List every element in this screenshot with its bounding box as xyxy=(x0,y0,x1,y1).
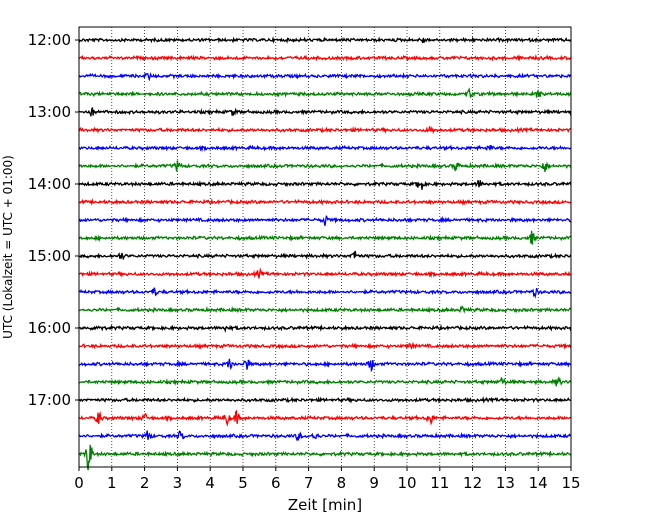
trace-1630 xyxy=(78,358,572,373)
trace-1715 xyxy=(78,409,571,427)
x-axis-ticks: 0 1 2 3 4 5 6 7 8 9 10 11 12 13 14 15 xyxy=(74,467,581,492)
x-tick-label: 1 xyxy=(107,474,117,492)
trace-1615 xyxy=(78,341,572,351)
trace-1245 xyxy=(78,87,572,98)
x-tick-label: 6 xyxy=(271,474,281,492)
y-tick-label: 15:00 xyxy=(28,247,71,265)
trace-1230 xyxy=(78,71,572,82)
x-tick-label: 5 xyxy=(238,474,248,492)
trace-1330 xyxy=(78,144,572,153)
y-axis-ticks: 12:00 13:00 14:00 15:00 16:00 17:00 xyxy=(28,31,79,409)
trace-1400 xyxy=(78,180,572,190)
vertical-grid xyxy=(111,27,539,467)
trace-1545 xyxy=(78,305,572,314)
plot-frame xyxy=(78,26,572,468)
y-tick-label: 16:00 xyxy=(28,319,71,337)
x-tick-label: 10 xyxy=(397,474,416,492)
x-axis-label: Zeit [min] xyxy=(288,496,362,514)
trace-1600 xyxy=(78,323,572,334)
x-tick-label: 11 xyxy=(430,474,449,492)
y-tick-label: 17:00 xyxy=(28,391,71,409)
x-tick-label: 3 xyxy=(173,474,183,492)
x-tick-label: 4 xyxy=(205,474,215,492)
trace-1500 xyxy=(78,250,572,260)
trace-1645 xyxy=(78,376,572,387)
trace-1515 xyxy=(78,267,572,279)
x-tick-label: 8 xyxy=(337,474,347,492)
x-tick-label: 13 xyxy=(496,474,515,492)
y-tick-label: 13:00 xyxy=(28,103,71,121)
x-tick-label: 14 xyxy=(529,474,548,492)
trace-1730 xyxy=(78,430,572,442)
y-tick-label: 14:00 xyxy=(28,175,71,193)
trace-1430 xyxy=(78,215,572,226)
x-tick-label: 7 xyxy=(304,474,314,492)
trace-1200 xyxy=(78,36,572,45)
x-tick-label: 12 xyxy=(463,474,482,492)
x-tick-label: 2 xyxy=(140,474,150,492)
trace-1530 xyxy=(78,287,572,299)
y-tick-label: 12:00 xyxy=(28,31,71,49)
trace-1445 xyxy=(78,230,572,245)
trace-1700 xyxy=(78,396,572,404)
trace-1315 xyxy=(78,126,572,135)
x-tick-label: 9 xyxy=(369,474,379,492)
x-tick-label: 0 xyxy=(74,474,84,492)
trace-1215 xyxy=(78,53,572,62)
y-axis-label: UTC (Lokalzeit = UTC + 01:00) xyxy=(1,155,15,339)
trace-1300 xyxy=(78,107,572,117)
trace-1345 xyxy=(78,160,572,173)
trace-1415 xyxy=(78,197,572,206)
seismogram-traces xyxy=(78,36,572,471)
x-tick-label: 15 xyxy=(561,474,580,492)
trace-1745 xyxy=(78,444,572,471)
